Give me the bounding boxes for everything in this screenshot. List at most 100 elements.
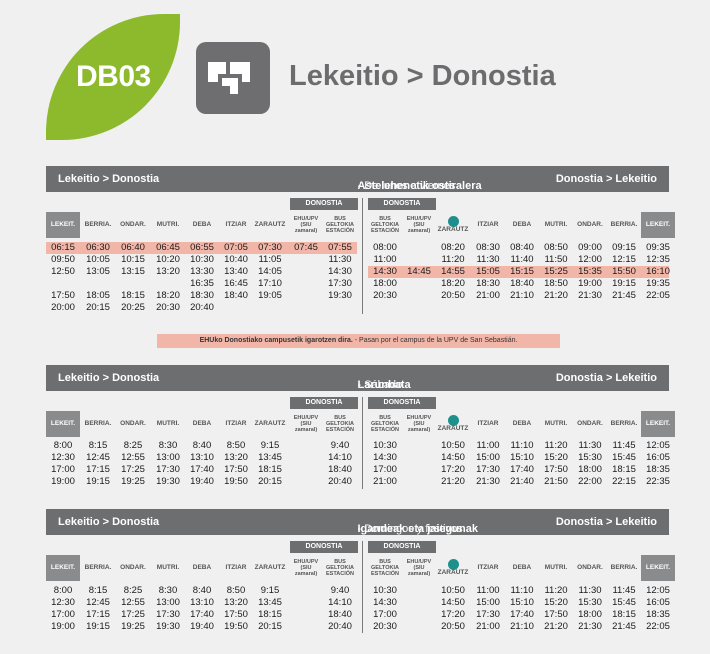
column-header: MUTRI. xyxy=(544,220,568,228)
column-header: ITZIAR xyxy=(477,419,499,427)
time-cell: 13:00 xyxy=(156,452,180,463)
time-cell: 9:40 xyxy=(330,585,350,596)
time-cell: 21:20 xyxy=(441,476,465,487)
time-cell: 08:20 xyxy=(441,242,465,253)
column-header: ONDAR. xyxy=(577,419,603,427)
phone-icon xyxy=(447,216,459,228)
time-cell: 19:25 xyxy=(121,621,145,632)
time-cell: 14:10 xyxy=(328,452,352,463)
time-cell: 10:15 xyxy=(121,254,145,265)
time-cell: 11:30 xyxy=(578,585,602,596)
time-cell: 07:45 xyxy=(294,242,318,253)
time-cell xyxy=(402,621,436,633)
column-header: ONDAR. xyxy=(120,220,146,228)
column-header: MUTRI. xyxy=(156,220,180,228)
time-cell xyxy=(151,278,185,290)
column-header: ZARAUTZ xyxy=(254,419,286,427)
time-cell: 12:05 xyxy=(646,585,670,596)
column-header: LEKEIT. xyxy=(641,212,675,238)
time-cell: 12:05 xyxy=(646,440,670,451)
time-cell: 10:30 xyxy=(190,254,214,265)
time-cell: 17:40 xyxy=(190,464,214,475)
time-cell xyxy=(289,278,323,290)
time-cell xyxy=(402,476,436,488)
time-cell: 15:05 xyxy=(476,266,500,277)
column-header: MUTRI. xyxy=(544,563,568,571)
column-header: MUTRI. xyxy=(156,563,180,571)
time-cell: 19:15 xyxy=(86,621,110,632)
direction-right: Donostia > Lekeitio xyxy=(555,173,657,185)
time-cell: 15:25 xyxy=(544,266,568,277)
section-header-bar: Lekeitio > Donostia Larunbata - Sábado Don… xyxy=(46,365,669,391)
time-cell: 10:50 xyxy=(441,585,465,596)
time-cell: 8:30 xyxy=(158,440,178,451)
timetable-section: Lekeitio > Donostia Astelehenetik ostiral… xyxy=(46,166,669,266)
section-header-bar: Lekeitio > Donostia Astelehenetik ostiral… xyxy=(46,166,669,192)
time-cell: 18:40 xyxy=(328,609,352,620)
time-cell: 17:30 xyxy=(156,609,180,620)
time-cell: 11:40 xyxy=(510,254,534,265)
time-cell: 12:30 xyxy=(51,597,75,608)
phone-icon xyxy=(447,415,459,427)
time-cell: 20:50 xyxy=(441,621,465,632)
time-cell: 19:30 xyxy=(156,621,180,632)
time-cell: 12:00 xyxy=(578,254,602,265)
time-cell xyxy=(289,254,323,266)
time-cell: 16:35 xyxy=(190,278,214,289)
operator-logo-icon xyxy=(208,62,250,94)
column-header: ONDAR. xyxy=(120,563,146,571)
time-cell: 18:15 xyxy=(612,464,636,475)
time-cell: 21:10 xyxy=(510,290,534,301)
time-cell: 20:15 xyxy=(86,302,110,313)
column-header: DEBA xyxy=(192,419,212,427)
time-cell: 18:00 xyxy=(373,278,397,289)
time-cell: 18:20 xyxy=(156,290,180,301)
time-cell: 21:10 xyxy=(510,621,534,632)
time-cell xyxy=(289,597,323,609)
time-cell: 14:30 xyxy=(373,597,397,608)
time-cell xyxy=(402,290,436,302)
time-cell: 13:40 xyxy=(224,266,248,277)
time-cell: 21:00 xyxy=(476,621,500,632)
direction-left: Lekeitio > Donostia xyxy=(58,372,160,384)
time-cell: 15:30 xyxy=(578,597,602,608)
column-header: ONDAR. xyxy=(577,563,603,571)
time-cell: 17:00 xyxy=(373,609,397,620)
time-cell: 06:45 xyxy=(156,242,180,253)
time-cell: 11:20 xyxy=(544,585,568,596)
time-cell: 18:40 xyxy=(328,464,352,475)
time-cell xyxy=(289,464,323,476)
column-header: EHU/UPV (SIU zamaral) xyxy=(293,559,319,577)
time-cell: 17:50 xyxy=(224,464,248,475)
column-header: DEBA xyxy=(192,220,212,228)
time-cell: 06:55 xyxy=(190,242,214,253)
direction-left: Lekeitio > Donostia xyxy=(58,173,160,185)
time-cell: 06:30 xyxy=(86,242,110,253)
time-cell: 20:00 xyxy=(51,302,75,313)
time-cell: 13:15 xyxy=(121,266,145,277)
time-cell xyxy=(81,278,115,290)
time-cell: 17:30 xyxy=(156,464,180,475)
column-header: BUS GELTOKIA ESTACIÓN xyxy=(325,559,354,577)
divider xyxy=(362,541,363,633)
time-cell: 8:50 xyxy=(226,585,246,596)
time-cell: 17:50 xyxy=(51,290,75,301)
column-header: ZARAUTZ xyxy=(254,220,286,228)
time-cell: 11:10 xyxy=(510,585,534,596)
time-cell: 20:40 xyxy=(328,476,352,487)
time-cell: 19:40 xyxy=(190,621,214,632)
page-title: Lekeitio > Donostia xyxy=(289,60,556,92)
column-header: MUTRI. xyxy=(156,419,180,427)
time-cell: 8:00 xyxy=(53,585,73,596)
time-cell: 13:45 xyxy=(258,452,282,463)
column-header: EHU/UPV (SIU zamaral) xyxy=(406,216,432,234)
time-cell: 20:40 xyxy=(190,302,214,313)
time-cell: 17:25 xyxy=(121,609,145,620)
donostia-label: DONOSTIA xyxy=(290,198,358,210)
highlight-row xyxy=(46,242,357,254)
time-cell: 12:45 xyxy=(86,452,110,463)
time-cell: 21:00 xyxy=(476,290,500,301)
column-header: ONDAR. xyxy=(120,419,146,427)
time-cell xyxy=(402,597,436,609)
column-header: DEBA xyxy=(512,220,532,228)
